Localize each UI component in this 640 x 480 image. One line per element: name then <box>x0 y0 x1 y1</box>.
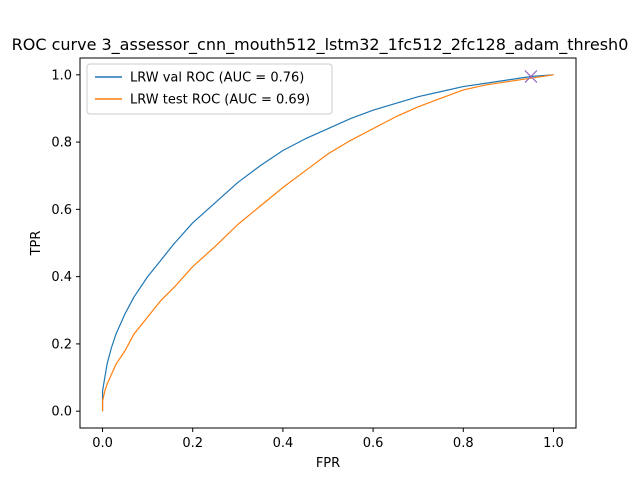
legend: LRW val ROC (AUC = 0.76) LRW test ROC (AU… <box>86 63 333 115</box>
legend-box <box>86 63 333 115</box>
x-axis-ticks: 0.0 0.2 0.4 0.6 0.8 1.0 <box>92 428 564 451</box>
y-tick-label: 0.6 <box>51 203 72 218</box>
series-line-2 <box>101 74 554 412</box>
x-tick-label: 1.0 <box>543 436 564 451</box>
y-axis-ticks: 0.0 0.2 0.4 0.6 0.8 1.0 <box>51 68 80 420</box>
series-line-1 <box>101 74 554 412</box>
axes-frame <box>79 57 577 429</box>
x-axis-label: FPR <box>316 456 340 471</box>
chart-title: ROC curve 3_assessor_cnn_mouth512_lstm32… <box>12 35 629 55</box>
legend-label-2: LRW test ROC (AUC = 0.69) <box>130 93 310 108</box>
y-tick-label: 0.4 <box>51 270 72 285</box>
x-tick-label: 0.4 <box>273 436 294 451</box>
y-tick-label: 0.2 <box>51 337 72 352</box>
x-tick-label: 0.0 <box>92 436 113 451</box>
threshold-marker-2 <box>524 70 538 83</box>
y-tick-label: 0.8 <box>51 136 72 151</box>
plot-area <box>101 70 554 412</box>
x-tick-label: 0.2 <box>182 436 203 451</box>
legend-label-1: LRW val ROC (AUC = 0.76) <box>130 71 304 86</box>
x-tick-label: 0.6 <box>363 436 384 451</box>
y-tick-label: 1.0 <box>51 68 72 83</box>
y-axis-label: TPR <box>29 231 44 257</box>
x-tick-label: 0.8 <box>453 436 474 451</box>
y-tick-label: 0.0 <box>51 405 72 420</box>
